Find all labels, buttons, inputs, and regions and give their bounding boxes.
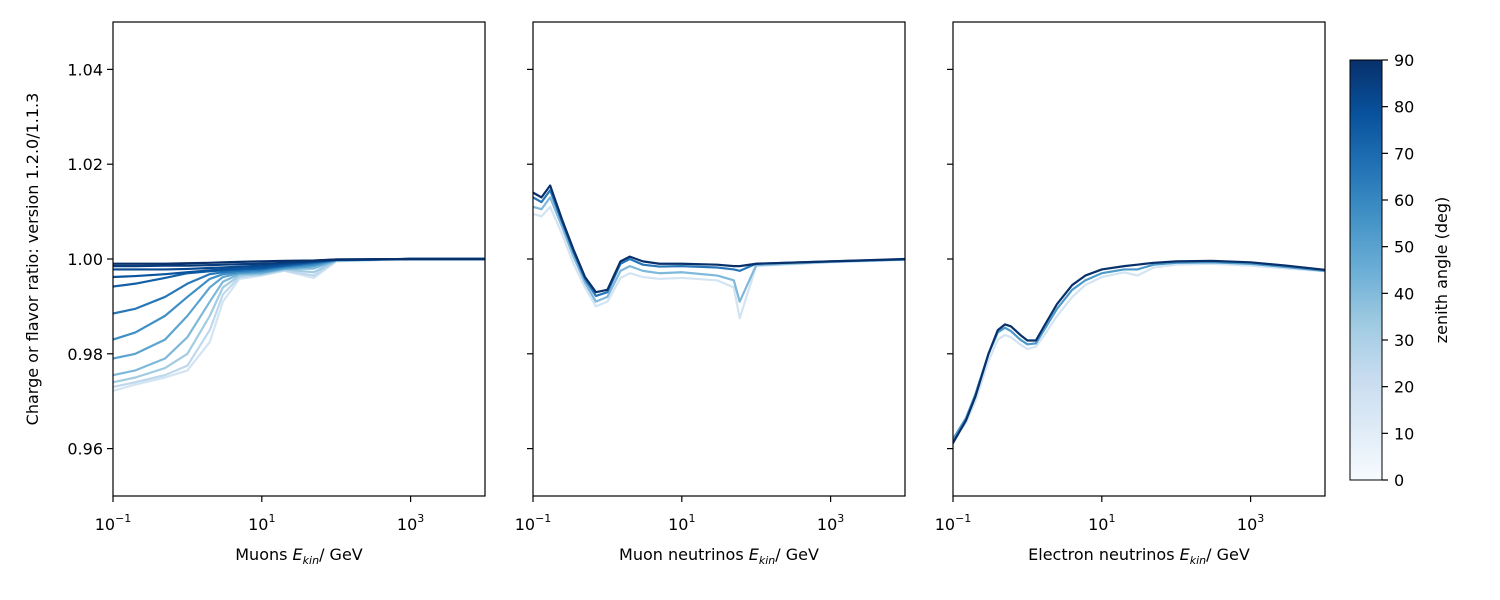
series-line-zenith-0 [953,262,1325,442]
panel-muons: 0.96 0.98 1.00 1.02 1.04 10−1 101 103 Muons Ek… [67,21,486,567]
series-line-zenith-90 [533,184,905,294]
x-axis-label-suffix: / GeV [775,545,819,564]
x-tick-label: 10−1 [95,512,132,534]
y-axis-label: Charge or flavor ratio: version 1.2.0/1.… [23,93,42,426]
y-ticks [527,68,533,450]
x-axis-label-var: E [293,545,304,564]
colorbar: 0 10 20 30 40 50 60 70 80 90 zenith angle (deg) [1349,51,1451,490]
x-axis-label-var: E [1180,545,1191,564]
x-axis-label-sub: kin [303,554,319,567]
x-axis-label: Electron neutrinos Ekin/ GeV [1028,545,1250,567]
colorbar-tick-label: 30 [1394,331,1414,350]
y-ticks [947,68,953,450]
x-tick-label: 101 [1088,512,1115,534]
series-line-zenith-90 [953,259,1325,445]
panel-electron-neutrinos: 10−1 101 103 Electron neutrinos Ekin/ GeV [935,21,1326,567]
x-tick-label: 10−1 [515,512,552,534]
x-axis-label: Muon neutrinos Ekin/ GeV [619,545,819,567]
x-axis-label-sub: kin [1190,554,1206,567]
x-tick-label: 103 [397,512,424,534]
x-tick-label: 10−1 [935,512,972,534]
series-lines [533,184,905,320]
x-tick-label: 101 [668,512,695,534]
colorbar-gradient [1349,59,1383,481]
plot-frame [952,21,1326,497]
series-line-zenith-0 [113,257,485,392]
y-tick-label: 0.96 [67,440,103,459]
colorbar-tick-label: 60 [1394,191,1414,210]
series-line-zenith-30 [533,196,905,303]
x-axis-label-var: E [749,545,760,564]
series-lines [953,259,1325,445]
y-tick-label: 1.04 [67,60,103,79]
colorbar-ticks: 0 10 20 30 40 50 60 70 80 90 [1382,51,1414,490]
y-tick-label: 1.02 [67,155,103,174]
y-ticks: 0.96 0.98 1.00 1.02 1.04 [67,60,113,459]
x-tick-label: 101 [248,512,275,534]
colorbar-tick-label: 0 [1394,471,1404,490]
x-tick-label: 103 [1237,512,1264,534]
colorbar-tick-label: 40 [1394,284,1414,303]
x-axis-label-prefix: Electron neutrinos [1028,545,1179,564]
x-axis-label-prefix: Muon neutrinos [619,545,749,564]
y-tick-label: 0.98 [67,345,103,364]
colorbar-tick-label: 10 [1394,424,1414,443]
panel-muon-neutrinos: 10−1 101 103 Muon neutrinos Ekin/ GeV [515,21,906,567]
colorbar-tick-label: 50 [1394,238,1414,257]
colorbar-tick-label: 20 [1394,378,1414,397]
x-ticks: 10−1 101 103 [95,496,424,534]
x-axis-label-sub: kin [759,554,775,567]
x-ticks: 10−1 101 103 [935,496,1264,534]
colorbar-label: zenith angle (deg) [1432,197,1451,343]
colorbar-tick-label: 80 [1394,98,1414,117]
colorbar-tick-label: 90 [1394,51,1414,70]
x-axis-label-prefix: Muons [235,545,292,564]
x-axis-label: Muons Ekin/ GeV [235,545,363,567]
series-line-zenith-45 [953,261,1325,441]
y-tick-label: 1.00 [67,250,103,269]
x-axis-label-suffix: / GeV [1206,545,1250,564]
x-axis-label-suffix: / GeV [319,545,363,564]
x-tick-label: 103 [817,512,844,534]
series-line-zenith-0 [533,205,905,320]
plot-frame [532,21,906,497]
series-lines [113,257,485,392]
series-line-zenith-90 [113,257,485,265]
x-ticks: 10−1 101 103 [515,496,844,534]
colorbar-tick-label: 70 [1394,144,1414,163]
